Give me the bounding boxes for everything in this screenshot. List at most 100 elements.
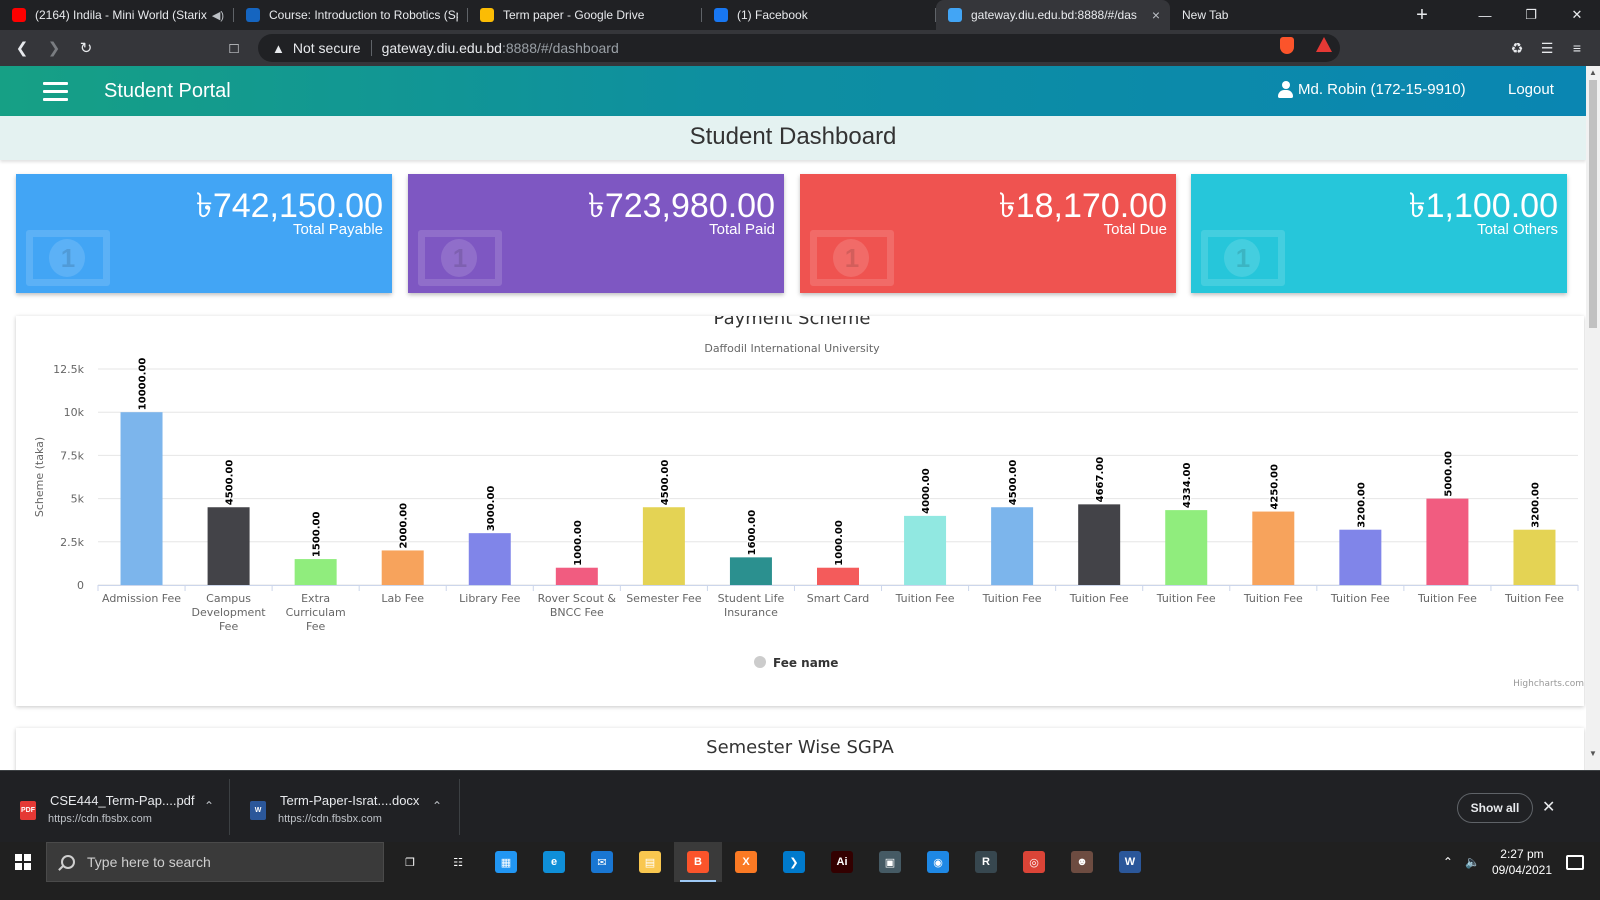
computer-icon[interactable]: ▦ <box>482 842 530 882</box>
widgets-icon[interactable]: ☷ <box>434 842 482 882</box>
warning-icon: ▲ <box>272 40 285 56</box>
clock[interactable]: 2:27 pm 09/04/2021 <box>1492 846 1552 878</box>
user-menu[interactable]: Md. Robin (172-15-9910) <box>1278 81 1466 98</box>
bar[interactable] <box>207 507 250 585</box>
new-tab-button[interactable]: + <box>1416 3 1428 26</box>
reload-icon[interactable]: ↻ <box>79 40 93 57</box>
bookmark-icon[interactable]: □ <box>229 39 239 57</box>
close-tab-icon[interactable]: × <box>1151 7 1160 23</box>
app-glyph: R <box>975 851 997 873</box>
data-label: 4334.00 <box>1182 463 1193 509</box>
pdf-file-icon: PDF <box>20 801 36 820</box>
data-label: 1000.00 <box>573 520 584 566</box>
bar[interactable] <box>1339 529 1382 585</box>
card-total-paid: 1 ৳723,980.00 Total Paid <box>408 174 784 293</box>
chevron-up-icon[interactable]: ⌃ <box>432 799 443 813</box>
payment-scheme-chart: Payment Scheme Daffodil International Uni… <box>33 316 1584 689</box>
task-view-icon[interactable]: ❐ <box>386 842 434 882</box>
xampp-icon[interactable]: X <box>722 842 770 882</box>
mail-icon[interactable]: ✉ <box>578 842 626 882</box>
media-control-icon[interactable]: ☰ <box>1540 39 1554 56</box>
scrollbar-thumb[interactable] <box>1589 80 1597 328</box>
brave-shields-icon[interactable] <box>1280 37 1294 54</box>
bar[interactable] <box>381 550 424 585</box>
x-tick-label: Student Life <box>718 592 785 605</box>
minimize-icon[interactable]: — <box>1478 7 1492 23</box>
start-button[interactable] <box>0 842 46 882</box>
file-explorer-icon[interactable]: ▤ <box>626 842 674 882</box>
hamburger-menu-icon[interactable] <box>43 82 68 101</box>
brave-icon[interactable]: B <box>674 842 722 882</box>
brand-title[interactable]: Student Portal <box>104 80 231 102</box>
browser-tab-strip: (2164) Indila - Mini World (Starix ◀) Cour… <box>0 0 1600 30</box>
bar[interactable] <box>1165 510 1208 585</box>
browser-tab[interactable]: gateway.diu.edu.bd:8888/#/das × <box>936 0 1170 30</box>
bar[interactable] <box>1513 529 1556 585</box>
back-icon[interactable]: ❮ <box>15 40 29 57</box>
game-icon[interactable]: ☻ <box>1058 842 1106 882</box>
x-tick-label: Tuition Fee <box>1417 592 1477 605</box>
browser-tab[interactable]: New Tab <box>1170 0 1404 30</box>
x-tick-label: Extra <box>301 592 330 605</box>
bar[interactable] <box>817 567 859 585</box>
photos-icon[interactable]: ◉ <box>914 842 962 882</box>
chevron-up-icon[interactable]: ⌃ <box>204 799 215 813</box>
bar[interactable] <box>1078 504 1121 585</box>
legend-marker[interactable] <box>754 656 766 668</box>
robotics-app-icon[interactable]: R <box>962 842 1010 882</box>
menu-icon[interactable]: ≡ <box>1572 40 1582 56</box>
taskbar-search[interactable]: Type here to search <box>46 842 384 882</box>
close-window-icon[interactable]: ✕ <box>1571 7 1583 22</box>
volume-icon[interactable]: 🔈 <box>1464 855 1480 869</box>
bar[interactable] <box>1252 511 1295 585</box>
brave-rewards-icon[interactable] <box>1316 37 1332 52</box>
tab-title: gateway.diu.edu.bd:8888/#/das <box>971 8 1137 22</box>
bar[interactable] <box>468 533 511 585</box>
logout-link[interactable]: Logout <box>1508 81 1554 98</box>
bar[interactable] <box>642 507 685 585</box>
bar[interactable] <box>555 567 598 585</box>
chrome-icon[interactable]: ◎ <box>1010 842 1058 882</box>
address-bar[interactable]: ▲ Not secure gateway.diu.edu.bd:8888/#/d… <box>258 34 1340 62</box>
show-all-downloads-button[interactable]: Show all <box>1457 793 1533 823</box>
illustrator-icon[interactable]: Ai <box>818 842 866 882</box>
download-item[interactable]: PDF CSE444_Term-Pap....pdf https://cdn.f… <box>0 771 230 843</box>
bar[interactable] <box>1426 498 1469 585</box>
bar[interactable] <box>904 515 947 585</box>
legend-label[interactable]: Fee name <box>773 656 838 670</box>
vertical-scrollbar[interactable]: ▲ ▼ <box>1586 66 1600 770</box>
tab-title: Term paper - Google Drive <box>503 8 645 22</box>
vscode-icon[interactable]: ❯ <box>770 842 818 882</box>
data-label: 5000.00 <box>1443 451 1454 497</box>
browser-tab[interactable]: (1) Facebook <box>702 0 936 30</box>
close-icon[interactable]: ✕ <box>1542 799 1556 816</box>
browser-tab[interactable]: Course: Introduction to Robotics (Sp <box>234 0 468 30</box>
word-icon[interactable]: W <box>1106 842 1154 882</box>
scroll-down-icon[interactable]: ▼ <box>1589 749 1597 758</box>
notifications-icon[interactable] <box>1566 854 1584 870</box>
bar[interactable] <box>120 412 163 585</box>
bar[interactable] <box>729 557 772 585</box>
audio-icon[interactable]: ◀) <box>211 9 224 22</box>
scroll-up-icon[interactable]: ▲ <box>1589 68 1597 77</box>
bar[interactable] <box>294 559 337 585</box>
chart-credits[interactable]: Highcharts.com <box>1513 679 1584 689</box>
x-tick-label: Curriculam <box>286 606 346 619</box>
restore-icon[interactable]: ❐ <box>1525 7 1537 22</box>
download-item[interactable]: W Term-Paper-Israt....docx https://cdn.f… <box>230 771 460 843</box>
chevron-up-icon[interactable]: ⌃ <box>1442 855 1453 869</box>
user-icon <box>1278 81 1293 98</box>
edge-icon[interactable]: e <box>530 842 578 882</box>
diu-icon <box>948 8 962 22</box>
data-label: 4500.00 <box>660 460 671 506</box>
browser-tab[interactable]: Term paper - Google Drive <box>468 0 702 30</box>
money-icon: 1 <box>26 230 110 286</box>
bar[interactable] <box>991 507 1034 585</box>
store-icon[interactable]: ▣ <box>866 842 914 882</box>
data-label: 4500.00 <box>1008 460 1019 506</box>
forward-icon[interactable]: ❯ <box>47 40 61 57</box>
browser-tab[interactable]: (2164) Indila - Mini World (Starix ◀) <box>0 0 234 30</box>
extensions-icon[interactable]: ♻ <box>1510 39 1524 56</box>
x-tick-label: Smart Card <box>807 592 870 605</box>
money-icon: 1 <box>418 230 502 286</box>
